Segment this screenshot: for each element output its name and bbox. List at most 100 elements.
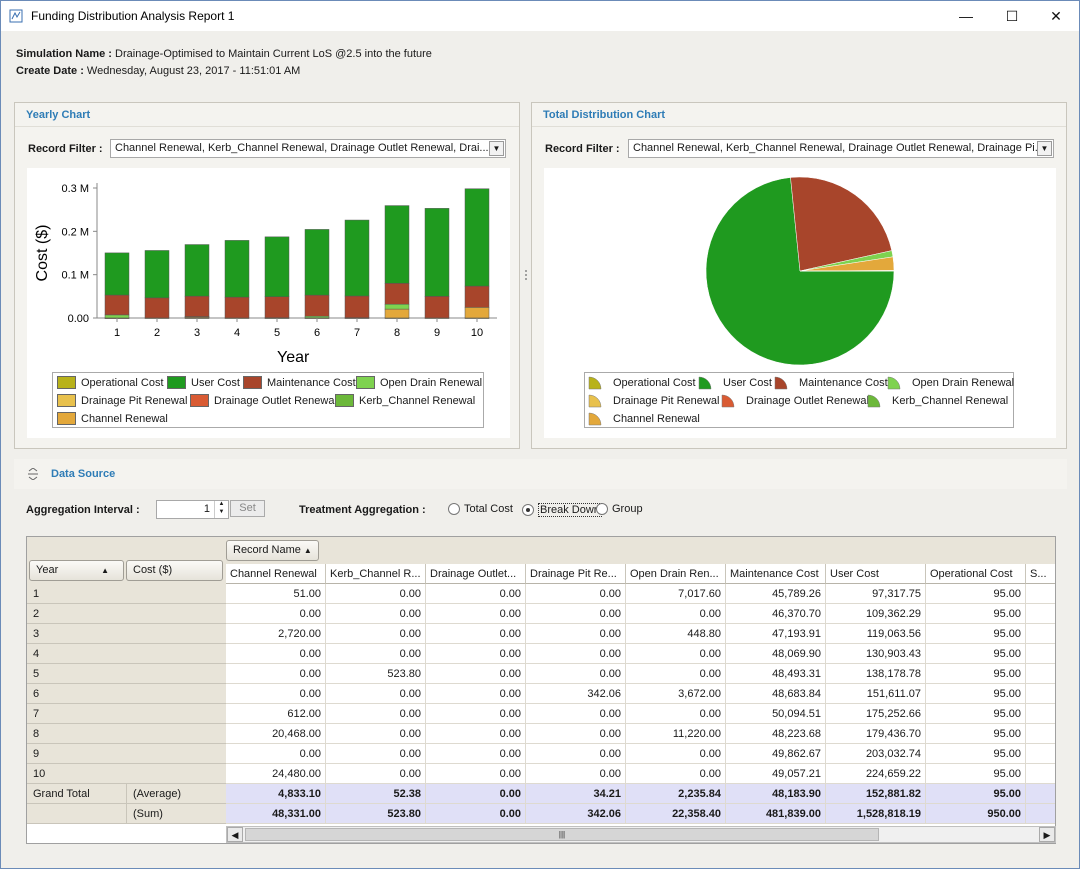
column-header[interactable]: Drainage Outlet... [426,564,526,584]
sum-cell: 342.06 [526,804,626,824]
table-cell [1026,744,1055,764]
horizontal-scrollbar[interactable]: ◀ ||| ▶ [226,826,1056,843]
y-tick-label: 0.00 [68,313,89,325]
column-header[interactable]: Maintenance Cost [726,564,826,584]
table-cell [1026,724,1055,744]
radio-circle-selected[interactable] [522,504,534,516]
spin-buttons[interactable]: ▲ ▼ [214,501,228,518]
set-button[interactable]: Set [230,500,265,517]
bar-segment [464,188,490,287]
column-header[interactable]: Open Drain Ren... [626,564,726,584]
collapse-icon[interactable] [27,468,39,480]
bar-segment [144,297,170,319]
column-header[interactable]: Channel Renewal [226,564,326,584]
sum-cell: 48,331.00 [226,804,326,824]
table-cell: 0.00 [226,744,326,764]
scroll-thumb[interactable]: ||| [245,828,879,841]
column-header[interactable]: Kerb_Channel R... [326,564,426,584]
legend-label: Maintenance Cost [799,377,888,389]
vertical-splitter[interactable] [522,101,530,451]
table-cell: 0.00 [426,744,526,764]
row-header-year: 10 [27,764,226,784]
x-tick-label: 1 [114,327,120,339]
table-cell: 95.00 [926,644,1026,664]
legend-swatch-icon [356,376,375,389]
bar-segment [344,295,370,318]
table-cell: 95.00 [926,584,1026,604]
close-button[interactable]: ✕ [1050,7,1062,24]
bar-segment [264,236,290,297]
scroll-right-icon[interactable]: ▶ [1039,827,1055,842]
legend-pie-icon [721,394,735,408]
table-cell: 151,611.07 [826,684,926,704]
bar-segment [104,252,130,296]
table-cell: 49,057.21 [726,764,826,784]
scroll-left-icon[interactable]: ◀ [227,827,243,842]
window-title: Funding Distribution Analysis Report 1 [31,9,235,23]
yearly-record-filter[interactable]: Channel Renewal, Kerb_Channel Renewal, D… [110,139,506,158]
pie-slice [790,176,893,272]
legend-item: User Cost [167,376,240,389]
x-axis-title: Year [277,349,310,366]
table-cell: 342.06 [526,684,626,704]
table-cell: 138,178.78 [826,664,926,684]
column-header[interactable]: Operational Cost [926,564,1026,584]
table-cell [1026,704,1055,724]
legend-label: Open Drain Renewal [912,377,1015,389]
column-header[interactable]: User Cost [826,564,926,584]
year-field[interactable]: Year ▲ [29,560,124,581]
bar-segment [384,303,410,310]
table-cell: 0.00 [326,624,426,644]
table-cell: 0.00 [426,624,526,644]
spin-up-icon[interactable]: ▲ [218,501,225,507]
table-cell: 0.00 [526,744,626,764]
legend-label: User Cost [191,376,240,389]
column-header[interactable]: Drainage Pit Re... [526,564,626,584]
record-name-field[interactable]: Record Name ▲ [226,540,319,561]
chevron-down-icon[interactable]: ▼ [489,141,504,156]
table-cell: 0.00 [526,584,626,604]
table-cell: 0.00 [526,604,626,624]
year-label: Year [36,564,59,576]
column-header[interactable]: S... [1026,564,1055,584]
bar-segment [344,219,370,297]
spin-down-icon[interactable]: ▼ [218,509,225,515]
pivot-grid[interactable]: Record Name ▲ Year ▲ Cost ($) Channel Ren… [26,536,1056,844]
table-cell: 45,789.26 [726,584,826,604]
radio-circle[interactable] [448,503,460,515]
chevron-down-icon[interactable]: ▼ [1037,141,1052,156]
yearly-filter-value: Channel Renewal, Kerb_Channel Renewal, D… [115,142,489,154]
legend-item: Drainage Outlet Renewal [190,394,337,407]
average-cell: 34.21 [526,784,626,804]
radio-circle[interactable] [596,503,608,515]
x-tick-label: 9 [434,327,440,339]
legend-label: Kerb_Channel Renewal [892,395,1009,407]
data-source-header[interactable]: Data Source [14,459,1067,489]
legend-item: Operational Cost [57,376,164,389]
legend-item: Drainage Pit Renewal [57,394,187,407]
minimize-button[interactable]: — [959,8,973,24]
aggregation-interval-input[interactable]: 1 [156,500,229,519]
x-tick-label: 5 [274,327,280,339]
total-filter-value: Channel Renewal, Kerb_Channel Renewal, D… [633,142,1044,154]
radio-break-down[interactable]: Break Down [522,503,602,517]
table-cell: 0.00 [326,584,426,604]
total-record-filter[interactable]: Channel Renewal, Kerb_Channel Renewal, D… [628,139,1054,158]
average-cell: 95.00 [926,784,1026,804]
create-date-label: Create Date : [16,65,84,77]
table-cell: 2,720.00 [226,624,326,644]
bar-segment [184,295,210,317]
table-cell: 224,659.22 [826,764,926,784]
total-chart-header: Total Distribution Chart [532,103,1066,127]
average-cell: 48,183.90 [726,784,826,804]
maximize-button[interactable]: ☐ [1005,7,1019,24]
table-cell: 130,903.43 [826,644,926,664]
table-cell: 0.00 [626,664,726,684]
sim-name-label: Simulation Name : [16,48,112,60]
radio-total-cost[interactable]: Total Cost [448,503,513,515]
radio-group[interactable]: Group [596,503,643,515]
table-cell: 448.80 [626,624,726,644]
cost-field[interactable]: Cost ($) [126,560,223,581]
table-cell: 0.00 [626,704,726,724]
